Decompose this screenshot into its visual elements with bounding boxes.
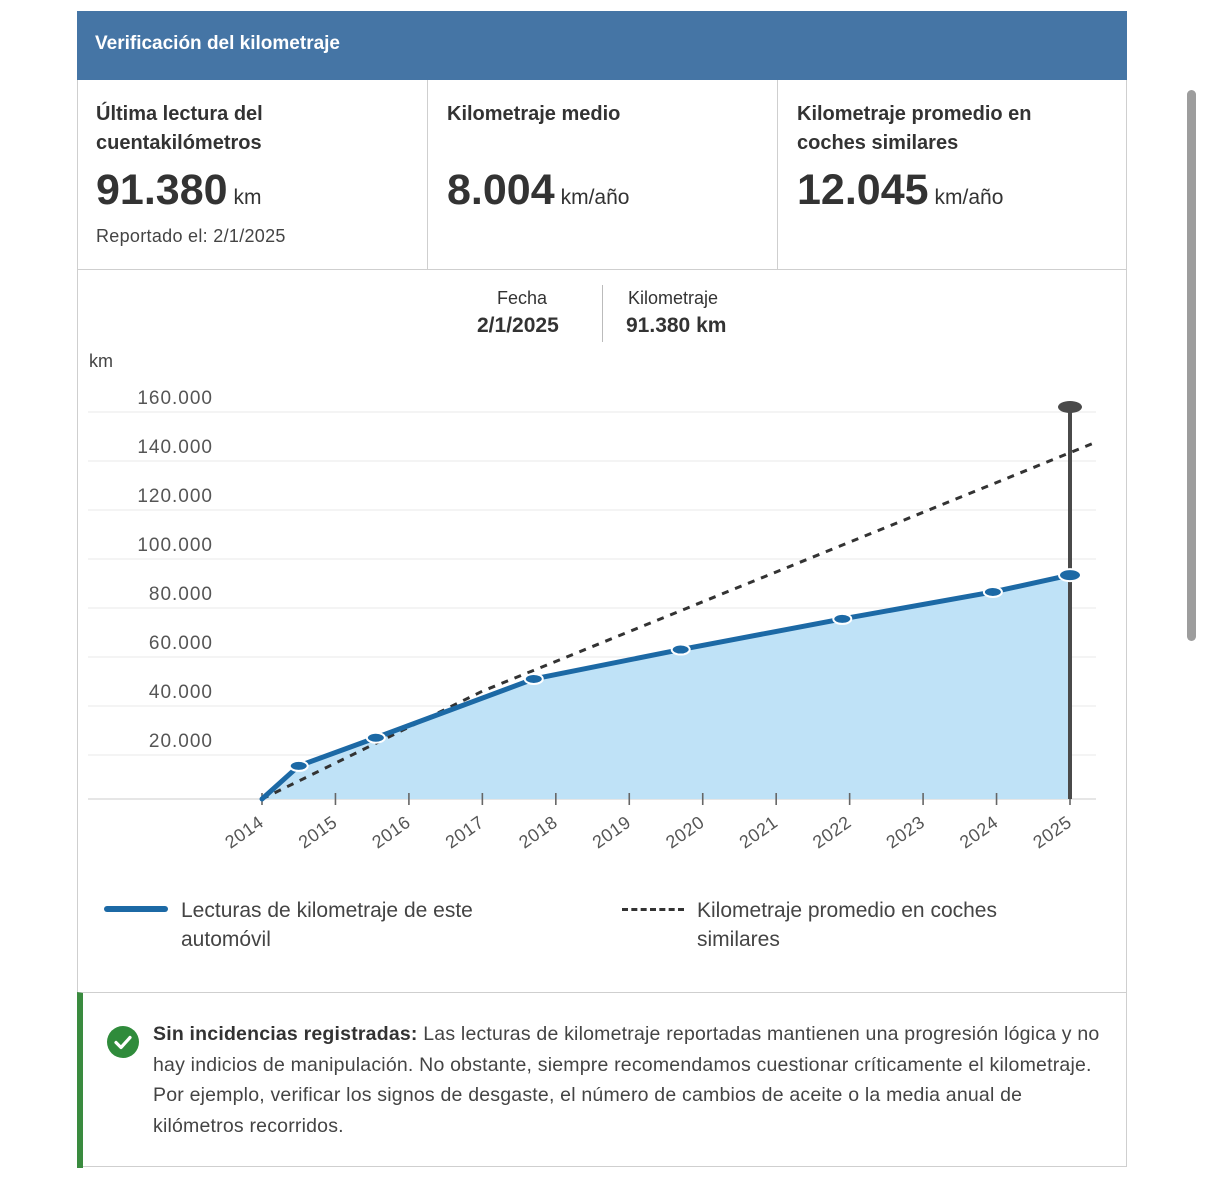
y-axis-label: km <box>89 351 113 371</box>
notice-text: Sin incidencias registradas: Las lectura… <box>153 1019 1103 1141</box>
y-tick-label: 20.000 <box>149 731 213 752</box>
notice-body: Las lecturas de kilometraje reportadas m… <box>153 1023 1100 1137</box>
x-tick-label: 2019 <box>589 812 635 853</box>
x-tick-label: 2017 <box>442 812 488 853</box>
notice-title: Sin incidencias registradas: <box>153 1023 418 1045</box>
stat-number: 8.004 <box>447 166 555 214</box>
area-fill <box>262 575 1070 799</box>
data-point-marker <box>288 759 309 772</box>
stats-row: Última lectura del cuentakilómetros 91.3… <box>77 80 1127 270</box>
stat-number: 91.380 <box>96 166 228 214</box>
y-tick-label: 140.000 <box>137 437 213 458</box>
legend-solid-line-icon <box>104 906 168 912</box>
mileage-card <box>77 11 1127 1167</box>
stat-label: Kilometraje promedio en coches similares <box>797 103 1032 154</box>
data-point-marker <box>1058 568 1082 583</box>
series-line-this-car <box>259 572 1073 802</box>
tooltip-km-label: Kilometraje <box>628 288 719 308</box>
stat-value: 8.004 km/año <box>447 166 629 215</box>
x-tick-label: 2016 <box>368 812 414 853</box>
x-tick-label: 2015 <box>295 812 341 853</box>
y-tick-label: 160.000 <box>137 388 213 409</box>
y-tick-label: 40.000 <box>149 682 213 703</box>
data-point-marker <box>982 585 1003 598</box>
stat-value: 12.045 km/año <box>797 166 1003 215</box>
x-tick-label: 2023 <box>882 812 928 853</box>
data-point-marker <box>365 731 386 744</box>
y-tick-label: 80.000 <box>149 584 213 605</box>
x-tick-label: 2018 <box>515 812 561 853</box>
stat-unit: km <box>233 186 262 209</box>
stat-label: Última lectura del cuentakilómetros <box>96 103 263 154</box>
stat-unit: km/año <box>934 186 1004 209</box>
legend-dashed-line-icon <box>622 908 684 911</box>
x-tick-label: 2020 <box>662 812 708 853</box>
data-point-marker <box>523 672 544 685</box>
y-tick-label: 100.000 <box>137 535 213 556</box>
mileage-chart[interactable]: km 20.000 40.000 60.000 80.000 100.000 120.000… <box>0 0 1206 890</box>
stat-label: Kilometraje medio <box>447 103 621 125</box>
x-tick-label: 2025 <box>1029 812 1075 853</box>
check-circle-icon <box>107 1026 139 1058</box>
card-header: Verificación del kilometraje <box>77 11 1127 80</box>
scrollbar[interactable] <box>1187 90 1196 641</box>
stat-similar-cars: Kilometraje promedio en coches similares… <box>778 80 1127 270</box>
no-incidents-notice: Sin incidencias registradas: Las lectura… <box>77 992 1127 1168</box>
card-title: Verificación del kilometraje <box>95 33 340 54</box>
x-tick-label: 2014 <box>221 812 267 853</box>
y-tick-label: 120.000 <box>137 486 213 507</box>
stat-average-mileage: Kilometraje medio 8.004 km/año <box>428 80 778 270</box>
x-tick-label: 2021 <box>736 812 782 853</box>
x-tick-label: 2022 <box>809 812 855 853</box>
data-point-marker <box>832 612 853 625</box>
tooltip-divider <box>602 285 603 342</box>
legend-label-this-car: Lecturas de kilometraje de este automóvi… <box>181 899 473 951</box>
tooltip-km-value: 91.380 km <box>626 314 727 337</box>
data-point-marker <box>670 643 691 656</box>
tooltip-date-value: 2/1/2025 <box>477 314 559 337</box>
stat-number: 12.045 <box>797 166 929 214</box>
y-tick-label: 60.000 <box>149 633 213 654</box>
stat-last-reading: Última lectura del cuentakilómetros 91.3… <box>77 80 428 270</box>
tooltip-date-label: Fecha <box>497 288 548 308</box>
stat-reported-date: Reportado el: 2/1/2025 <box>96 226 286 246</box>
stat-unit: km/año <box>560 186 630 209</box>
x-tick-label: 2024 <box>956 812 1002 853</box>
legend-label-similar-cars: Kilometraje promedio en coches similares <box>697 899 997 951</box>
stat-value: 91.380 km <box>96 166 262 215</box>
highlight-guide-cap <box>1058 401 1082 413</box>
